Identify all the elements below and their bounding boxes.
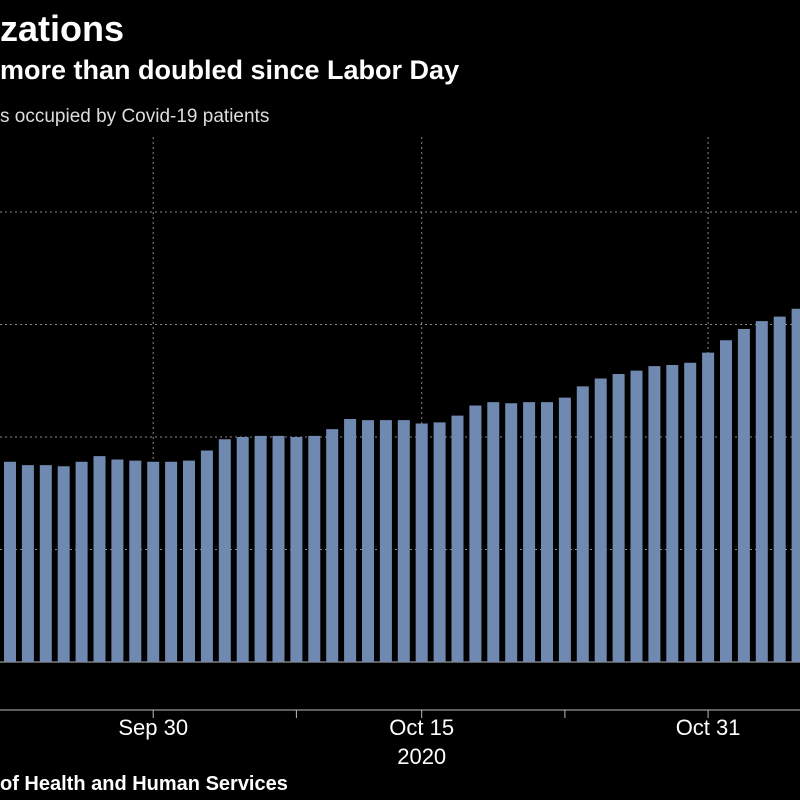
bar: 2020-10-28: 2.63 — [648, 366, 661, 662]
bar: 2020-09-23: 1.75 — [21, 465, 34, 662]
bar: 2020-10-25: 2.52 — [594, 378, 607, 662]
bar: 2020-10-30: 2.66 — [684, 362, 697, 662]
bar: 2020-10-24: 2.45 — [576, 386, 589, 662]
bar: 2020-10-27: 2.59 — [630, 370, 643, 662]
bar: 2020-10-07: 2.01 — [272, 435, 285, 662]
bar: 2020-10-05: 2 — [236, 437, 249, 662]
bar: 2020-10-26: 2.56 — [612, 374, 625, 662]
x-tick-label: Oct 15 — [389, 715, 454, 740]
bar: 2020-09-30: 1.78 — [147, 461, 160, 662]
bar: 2020-09-24: 1.75 — [39, 465, 52, 662]
bar: 2020-10-11: 2.16 — [344, 419, 357, 662]
bar: 2020-10-23: 2.35 — [558, 397, 571, 662]
bar: 2020-10-02: 1.79 — [183, 460, 195, 662]
chart-subtitle: more than doubled since Labor Day — [0, 55, 460, 85]
y-axis-label: s occupied by Covid-19 patients — [0, 106, 270, 127]
bar: 2020-10-22: 2.31 — [541, 402, 553, 662]
bar: 2020-11-01: 2.86 — [720, 340, 732, 662]
source-note: of Health and Human Services — [0, 773, 288, 795]
bar: 2020-11-03: 3.03 — [755, 321, 768, 662]
bar: 2020-10-12: 2.15 — [362, 420, 374, 662]
bar: 2020-10-20: 2.3 — [505, 403, 518, 662]
bar: 2020-10-29: 2.64 — [666, 365, 679, 662]
bar: 2020-10-03: 1.88 — [200, 450, 213, 662]
bar: 2020-09-26: 1.78 — [75, 461, 88, 662]
x-tick-label: Oct 31 — [676, 715, 741, 740]
bar: 2020-10-13: 2.15 — [379, 420, 392, 662]
bar: 2020-10-18: 2.28 — [469, 405, 482, 662]
bar: 2020-10-31: 2.75 — [702, 352, 715, 662]
bar: 2020-10-17: 2.19 — [451, 415, 464, 662]
bars-layer: 2020-09-22: 1.78 2020-09-23: 1.75 2020-09-… — [4, 308, 800, 662]
bar: 2020-10-01: 1.78 — [165, 461, 178, 662]
bar: 2020-10-04: 1.98 — [218, 439, 231, 662]
bar: 2020-10-09: 2.01 — [308, 435, 321, 662]
chart-title: zations — [0, 8, 125, 49]
x-year-label: 2020 — [397, 744, 446, 769]
bar: 2020-09-22: 1.78 — [4, 461, 16, 662]
bar: 2020-09-25: 1.74 — [57, 466, 70, 662]
bar: 2020-09-28: 1.8 — [111, 459, 124, 662]
bar: 2020-11-05: 3.14 — [791, 308, 800, 662]
bar: 2020-09-27: 1.83 — [93, 456, 106, 662]
bar: 2020-10-10: 2.07 — [326, 429, 339, 662]
bar: 2020-11-02: 2.96 — [737, 329, 750, 662]
bar: 2020-11-04: 3.07 — [773, 316, 786, 662]
x-tick-label: Sep 30 — [118, 715, 188, 740]
bar: 2020-10-14: 2.15 — [397, 420, 410, 662]
bar: 2020-10-08: 2 — [290, 437, 303, 662]
bar: 2020-10-19: 2.31 — [487, 402, 500, 662]
bar: 2020-10-21: 2.31 — [523, 402, 536, 662]
bar: 2020-10-15: 2.12 — [415, 423, 428, 662]
x-axis: Sep 30 Oct 15 Oct 31 2020 — [0, 709, 800, 769]
bar: 2020-10-06: 2.01 — [254, 435, 267, 662]
bar: 2020-10-16: 2.13 — [433, 422, 446, 662]
bar: 2020-09-29: 1.79 — [129, 460, 142, 662]
